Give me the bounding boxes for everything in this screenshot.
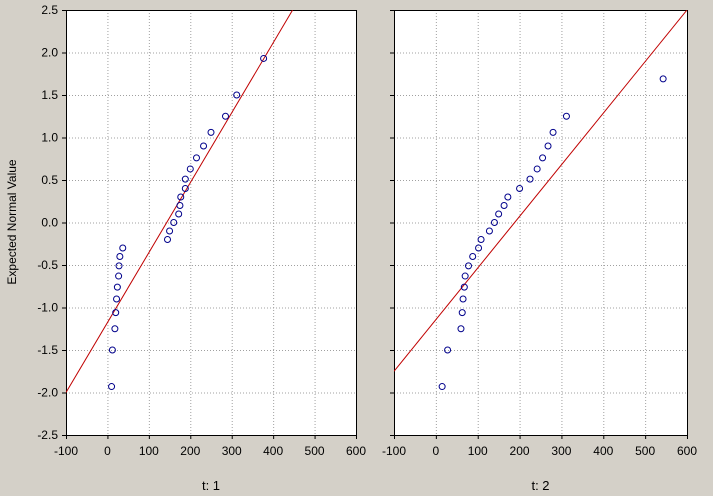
x-tick-label: 400 xyxy=(263,444,283,458)
data-point xyxy=(108,346,116,354)
panel-2: -100 0 100 200 300 400 500 600 t: 2 xyxy=(382,10,697,493)
x-tick-label: 600 xyxy=(677,444,697,458)
y-tick-label: 0.5 xyxy=(41,173,58,187)
data-point xyxy=(457,325,465,333)
x-tick-label: 0 xyxy=(433,444,440,458)
data-point xyxy=(495,210,503,218)
data-point xyxy=(438,383,446,391)
y-tick-label: 2.0 xyxy=(41,46,58,60)
x-tick-label: 100 xyxy=(139,444,159,458)
y-tick-label: -1.5 xyxy=(37,343,58,357)
data-point xyxy=(659,75,667,83)
data-point xyxy=(112,309,120,317)
data-point xyxy=(116,253,124,260)
x-tick-label: 300 xyxy=(551,444,571,458)
x-tick-label: 100 xyxy=(468,444,488,458)
x-tick-label: 200 xyxy=(510,444,530,458)
y-tick-label: -0.5 xyxy=(37,258,58,272)
data-point xyxy=(233,91,241,99)
data-point xyxy=(562,112,570,120)
data-point xyxy=(544,142,552,150)
y-tick-label: 2.5 xyxy=(41,3,58,17)
panels-layer: -100 0 100 200 300 400 500 600 -2.5 -2.0 -1.5 -1.0 -… xyxy=(37,3,697,493)
data-point xyxy=(485,227,493,235)
x-tick-label: 0 xyxy=(104,444,111,458)
data-point xyxy=(113,283,121,291)
x-tick-label: -100 xyxy=(382,444,406,458)
plot-frame xyxy=(66,10,357,436)
data-point xyxy=(459,295,467,303)
plot-frame xyxy=(394,10,688,436)
data-point xyxy=(533,165,541,173)
x-tick-label: 600 xyxy=(346,444,366,458)
data-point xyxy=(539,154,547,162)
x-tick-label: 500 xyxy=(305,444,325,458)
data-point xyxy=(119,244,127,252)
data-point xyxy=(108,383,116,391)
data-point xyxy=(444,346,452,354)
y-tick-label: -2.0 xyxy=(37,386,58,400)
data-point xyxy=(500,202,508,209)
data-point xyxy=(469,253,477,260)
data-point xyxy=(186,165,194,173)
x-axis-label: t: 1 xyxy=(202,478,220,493)
data-point xyxy=(477,236,485,243)
x-tick-label: 200 xyxy=(180,444,200,458)
data-point xyxy=(176,202,184,209)
data-point xyxy=(461,272,469,280)
data-point xyxy=(175,210,183,218)
data-point xyxy=(526,175,534,183)
data-point xyxy=(193,154,200,162)
data-point xyxy=(200,142,208,150)
data-point xyxy=(115,272,123,280)
y-tick-label: 1.5 xyxy=(41,88,58,102)
y-tick-label: 0.0 xyxy=(41,216,58,230)
data-point xyxy=(460,283,468,291)
data-point xyxy=(115,262,123,270)
y-tick-label: -1.0 xyxy=(37,301,58,315)
data-point xyxy=(207,128,215,136)
x-tick-label: -100 xyxy=(54,444,78,458)
data-point xyxy=(111,325,119,333)
x-tick-label: 400 xyxy=(593,444,613,458)
data-point xyxy=(490,219,498,226)
data-point xyxy=(475,244,483,252)
data-point xyxy=(222,112,229,120)
data-point xyxy=(181,175,189,183)
y-tick-label: -2.5 xyxy=(37,428,58,442)
x-tick-label: 500 xyxy=(635,444,655,458)
panel-1: -100 0 100 200 300 400 500 600 -2.5 -2.0 -1.5 -1.0 -… xyxy=(37,3,366,493)
data-point xyxy=(260,54,268,62)
x-tick-label: 300 xyxy=(222,444,242,458)
y-axis-label: Expected Normal Value xyxy=(5,159,19,285)
data-point xyxy=(113,295,121,303)
data-point xyxy=(549,128,557,136)
data-point xyxy=(465,262,473,270)
data-point xyxy=(504,193,512,201)
data-point xyxy=(177,193,185,201)
data-point xyxy=(516,185,524,192)
fit-line xyxy=(66,10,294,393)
fit-line xyxy=(394,10,687,372)
x-axis-label: t: 2 xyxy=(531,478,549,493)
data-point xyxy=(458,309,466,317)
y-tick-label: 1.0 xyxy=(41,131,58,145)
data-point xyxy=(164,236,171,243)
data-point xyxy=(166,227,174,235)
data-point xyxy=(170,219,178,226)
data-point xyxy=(181,185,189,192)
